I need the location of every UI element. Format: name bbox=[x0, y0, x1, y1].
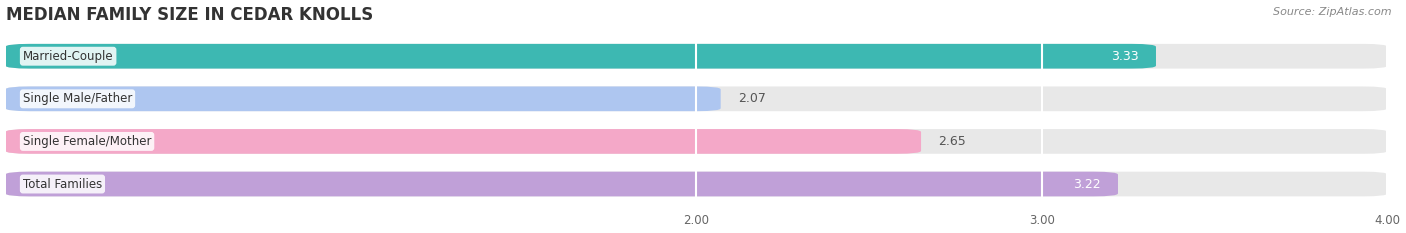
FancyBboxPatch shape bbox=[6, 129, 921, 154]
Text: Married-Couple: Married-Couple bbox=[22, 50, 114, 63]
FancyBboxPatch shape bbox=[6, 44, 1156, 69]
Text: Source: ZipAtlas.com: Source: ZipAtlas.com bbox=[1274, 7, 1392, 17]
Text: Single Male/Father: Single Male/Father bbox=[22, 92, 132, 105]
FancyBboxPatch shape bbox=[6, 86, 721, 111]
Text: Single Female/Mother: Single Female/Mother bbox=[22, 135, 152, 148]
Text: 2.07: 2.07 bbox=[738, 92, 766, 105]
Text: MEDIAN FAMILY SIZE IN CEDAR KNOLLS: MEDIAN FAMILY SIZE IN CEDAR KNOLLS bbox=[6, 6, 373, 24]
FancyBboxPatch shape bbox=[6, 44, 1388, 69]
FancyBboxPatch shape bbox=[6, 172, 1388, 196]
FancyBboxPatch shape bbox=[6, 129, 1388, 154]
Text: 3.33: 3.33 bbox=[1111, 50, 1139, 63]
FancyBboxPatch shape bbox=[6, 172, 1118, 196]
FancyBboxPatch shape bbox=[6, 86, 1388, 111]
Text: Total Families: Total Families bbox=[22, 178, 103, 191]
Text: 3.22: 3.22 bbox=[1073, 178, 1101, 191]
Text: 2.65: 2.65 bbox=[938, 135, 966, 148]
